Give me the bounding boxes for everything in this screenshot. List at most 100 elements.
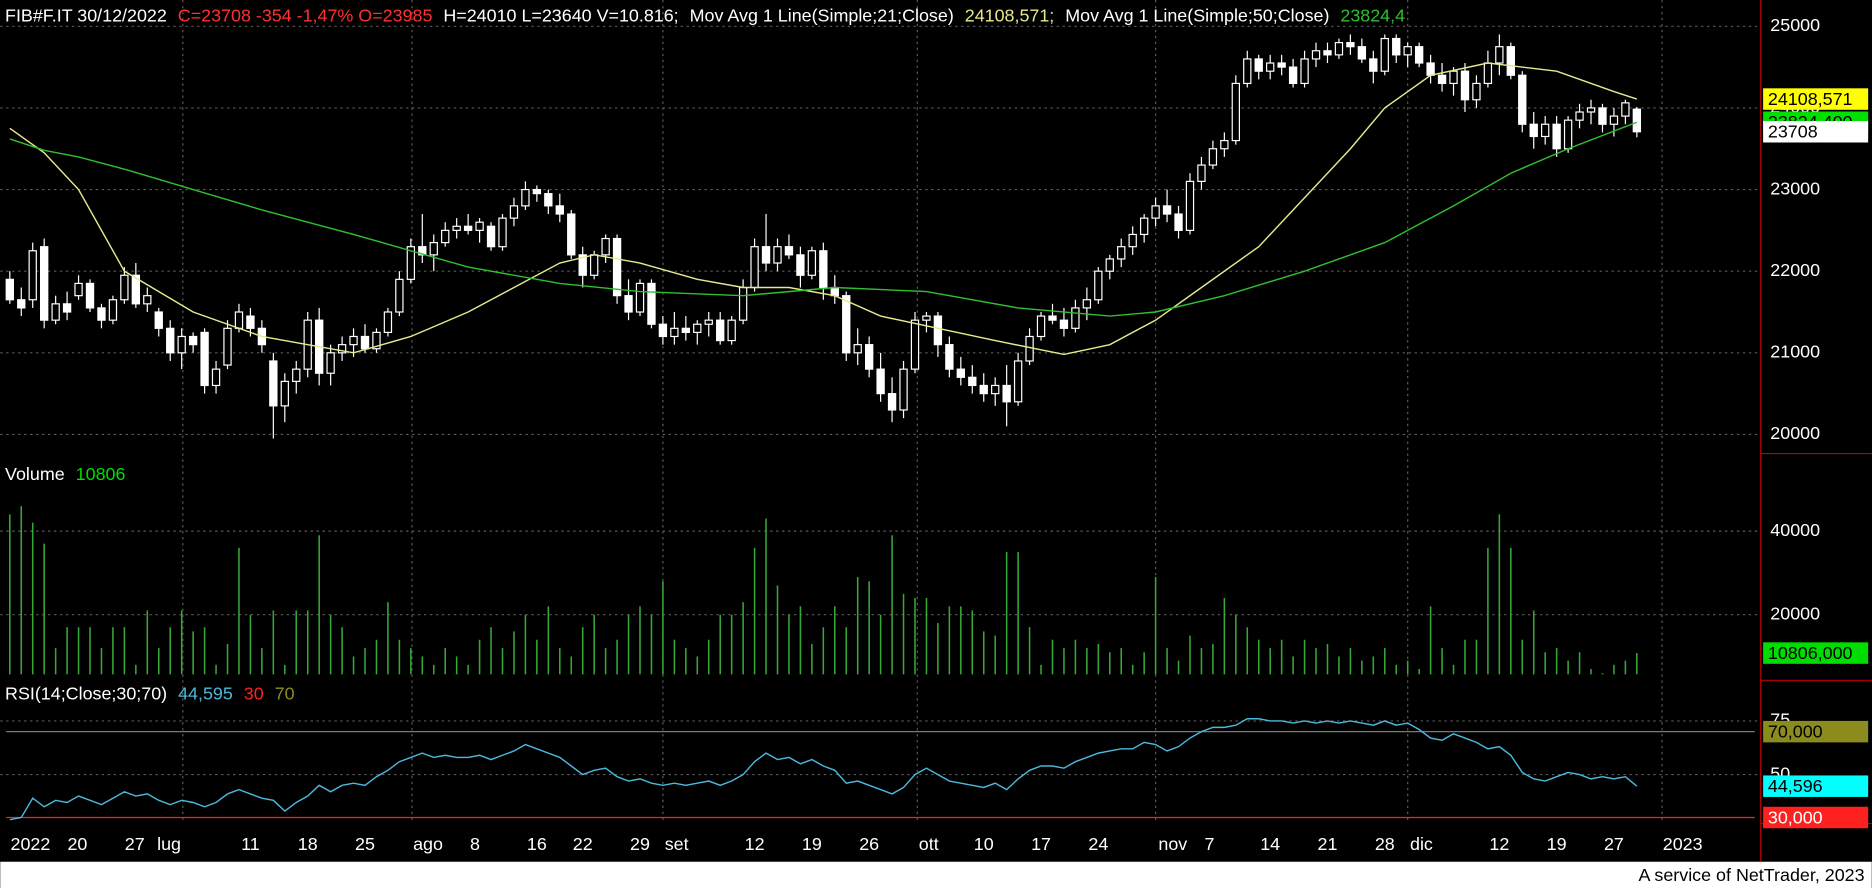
candle-body — [1048, 315, 1057, 321]
candle-body — [475, 221, 484, 231]
x-tick-label: 12 — [745, 834, 765, 854]
x-tick-label: 11 — [241, 834, 260, 854]
x-tick-label: 14 — [1260, 834, 1280, 854]
candle-body — [120, 274, 129, 301]
background — [0, 0, 1871, 862]
level-label: 70 — [275, 683, 295, 703]
candle-body — [601, 237, 610, 256]
candle-body — [1254, 58, 1263, 72]
candle-body — [463, 225, 473, 231]
panel-title: RSI(14;Close;30;70) — [5, 683, 167, 703]
candle-body — [97, 307, 106, 321]
candle-body — [624, 295, 633, 313]
candle-body — [85, 282, 95, 309]
candle-body — [1357, 46, 1367, 60]
candle-body — [1541, 123, 1550, 138]
candle-body — [956, 368, 966, 378]
labels: 20000210002200023000240002500024108,5712… — [11, 15, 1869, 854]
candle-body — [269, 360, 278, 407]
x-tick-label: ott — [919, 834, 939, 854]
candle-body — [910, 319, 920, 370]
candle-body — [1380, 37, 1389, 72]
candle-body — [166, 327, 175, 354]
candle-body — [211, 368, 221, 387]
candle-body — [1162, 205, 1172, 215]
x-tick-label: 26 — [859, 834, 879, 854]
instrument: FIB#F.IT 30/12/2022 — [5, 5, 167, 25]
candle-body — [1082, 299, 1092, 309]
rsi-line — [9, 718, 1638, 821]
marks — [5, 34, 1642, 821]
y-tick-label: 40000 — [1770, 520, 1820, 540]
volume-title: Volume 10806 — [5, 464, 125, 484]
candle-body — [1506, 46, 1515, 76]
legend-value: 23824,4 — [1340, 5, 1405, 25]
grid — [0, 0, 1761, 824]
x-tick-label: 7 — [1204, 834, 1214, 854]
candle-body — [246, 315, 255, 329]
candle-body — [922, 315, 931, 321]
x-tick-label: 12 — [1489, 834, 1509, 854]
candle-body — [738, 286, 748, 321]
candle-body — [5, 278, 14, 301]
candle-body — [716, 319, 725, 342]
candle-body — [899, 368, 908, 411]
value-box — [1763, 775, 1869, 797]
value-box — [1763, 121, 1869, 143]
value-box — [1763, 806, 1869, 829]
candle-body — [292, 368, 301, 382]
x-tick-label: 2022 — [11, 834, 51, 854]
x-tick-label: lug — [157, 834, 181, 854]
candle-body — [532, 188, 542, 195]
candle-body — [842, 295, 851, 354]
candle-body — [1117, 246, 1126, 260]
candle-body — [968, 376, 977, 387]
candle-body — [727, 319, 736, 342]
candle-body — [1208, 148, 1218, 166]
candle-body — [1059, 319, 1069, 329]
rsi-title: RSI(14;Close;30;70) 44,595 30 70 — [5, 683, 295, 703]
candle-body — [1621, 102, 1630, 117]
candle-body — [796, 254, 805, 276]
candle-body — [1174, 213, 1183, 231]
candle-body — [853, 344, 862, 354]
candle-body — [693, 323, 702, 334]
candle-body — [589, 254, 599, 276]
candle-body — [1437, 74, 1447, 85]
y-tick-label: 25000 — [1770, 15, 1820, 35]
x-tick-label: dic — [1410, 834, 1433, 854]
candle-body — [223, 327, 232, 366]
x-tick-label: 21 — [1318, 834, 1338, 854]
x-tick-label: 18 — [298, 834, 318, 854]
quote: C=23708 -354 -1,47% O=23985 — [178, 5, 433, 25]
candle-body — [1483, 62, 1493, 85]
candle-body — [1071, 307, 1080, 329]
legend-value: 24108,571; — [965, 5, 1055, 25]
candle-body — [1013, 360, 1023, 403]
candle-body — [372, 331, 381, 350]
candle-body — [979, 384, 988, 395]
x-tick-label: 19 — [802, 834, 822, 854]
level-label: 30 — [244, 683, 264, 703]
candle-body — [1151, 205, 1160, 219]
candle-body — [40, 246, 49, 321]
candle-body — [1300, 58, 1309, 85]
y-tick-label: 20000 — [1770, 423, 1820, 443]
candle-body — [1414, 46, 1424, 64]
x-tick-label: 20 — [67, 834, 87, 854]
candle-body — [658, 323, 668, 338]
x-tick-label: 29 — [630, 834, 650, 854]
candle-body — [452, 225, 461, 231]
candle-body — [578, 254, 587, 276]
moving-average — [9, 62, 1638, 356]
candle-body — [1266, 62, 1275, 72]
candle-body — [647, 282, 656, 325]
candle-body — [991, 384, 1000, 395]
candle-body — [1323, 50, 1332, 56]
x-tick-label: 8 — [470, 834, 480, 854]
candle-body — [234, 311, 244, 329]
candle-body — [200, 331, 209, 387]
candle-body — [864, 344, 874, 370]
